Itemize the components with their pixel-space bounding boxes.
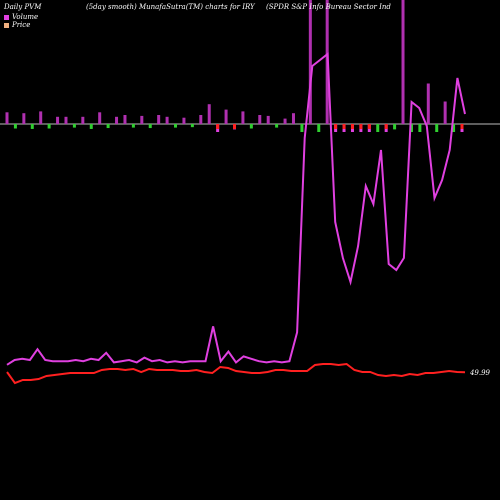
volume-bar-down [359, 124, 363, 129]
volume-swatch-icon [4, 14, 9, 20]
volume-bar [115, 116, 119, 124]
volume-bar [224, 109, 228, 124]
volume-bar [106, 124, 110, 129]
volume-bar [182, 117, 186, 124]
legend-volume-label: Volume [12, 13, 39, 21]
volume-bar [47, 124, 51, 129]
volume-bar [165, 116, 169, 124]
volume-bar [317, 124, 321, 132]
volume-bar-down [384, 124, 388, 129]
volume-bar [275, 124, 279, 128]
volume-bar [249, 124, 253, 129]
volume-bar [174, 124, 178, 128]
volume-bar [131, 124, 135, 128]
volume-bar [435, 124, 439, 132]
volume-bar [30, 124, 34, 129]
volume-bar [207, 104, 211, 124]
volume-bar-down [216, 124, 220, 129]
legend-price-label: Price [12, 21, 31, 29]
volume-bar [22, 113, 26, 124]
volume-bar-down [342, 124, 346, 129]
volume-bar [291, 113, 295, 124]
volume-bar [300, 124, 304, 132]
volume-bar [13, 124, 17, 129]
volume-bar-down [334, 124, 338, 129]
volume-bar [409, 124, 413, 132]
chart-type-label: Daily PVM [4, 3, 42, 11]
legend-volume: Volume [4, 13, 38, 21]
legend-price: Price [4, 21, 30, 29]
security-name: (SPDR S&P Info Bureau Sector Ind [266, 3, 391, 11]
last-price-label: 49.99 [469, 369, 490, 377]
volume-bar [5, 112, 9, 124]
volume-bar [123, 115, 127, 124]
volume-bar [148, 124, 152, 129]
volume-bar [283, 118, 287, 124]
volume-bar [376, 124, 380, 132]
volume-bar-down [233, 124, 236, 129]
volume-bar [89, 124, 93, 129]
volume-bar [98, 112, 102, 124]
volume-bar [418, 124, 422, 132]
volume-bars [5, 0, 464, 132]
volume-bar [190, 124, 194, 128]
price-line [6, 362, 466, 385]
volume-bar-down [350, 124, 354, 129]
volume-bar [72, 124, 76, 128]
volume-bar [39, 111, 43, 124]
volume-bar [393, 124, 397, 130]
volume-bar [426, 83, 430, 124]
volume-bar [241, 111, 245, 124]
volume-bar-down [460, 124, 464, 129]
volume-bar [157, 115, 161, 124]
volume-bar [140, 115, 144, 124]
volume-bar [81, 116, 85, 124]
volume-line [6, 52, 466, 366]
price-swatch-icon [4, 22, 9, 28]
volume-bar [64, 116, 68, 124]
volume-bar [401, 0, 405, 124]
chart-title: (5day smooth) MunafaSutra(TM) charts for… [86, 3, 255, 11]
volume-bar [258, 115, 262, 124]
volume-bar [443, 101, 447, 124]
volume-bar [266, 115, 270, 124]
volume-bar-down [367, 124, 371, 129]
volume-bar [199, 115, 203, 124]
volume-bar [452, 124, 456, 132]
volume-bar [308, 0, 312, 124]
volume-bar [56, 116, 60, 124]
